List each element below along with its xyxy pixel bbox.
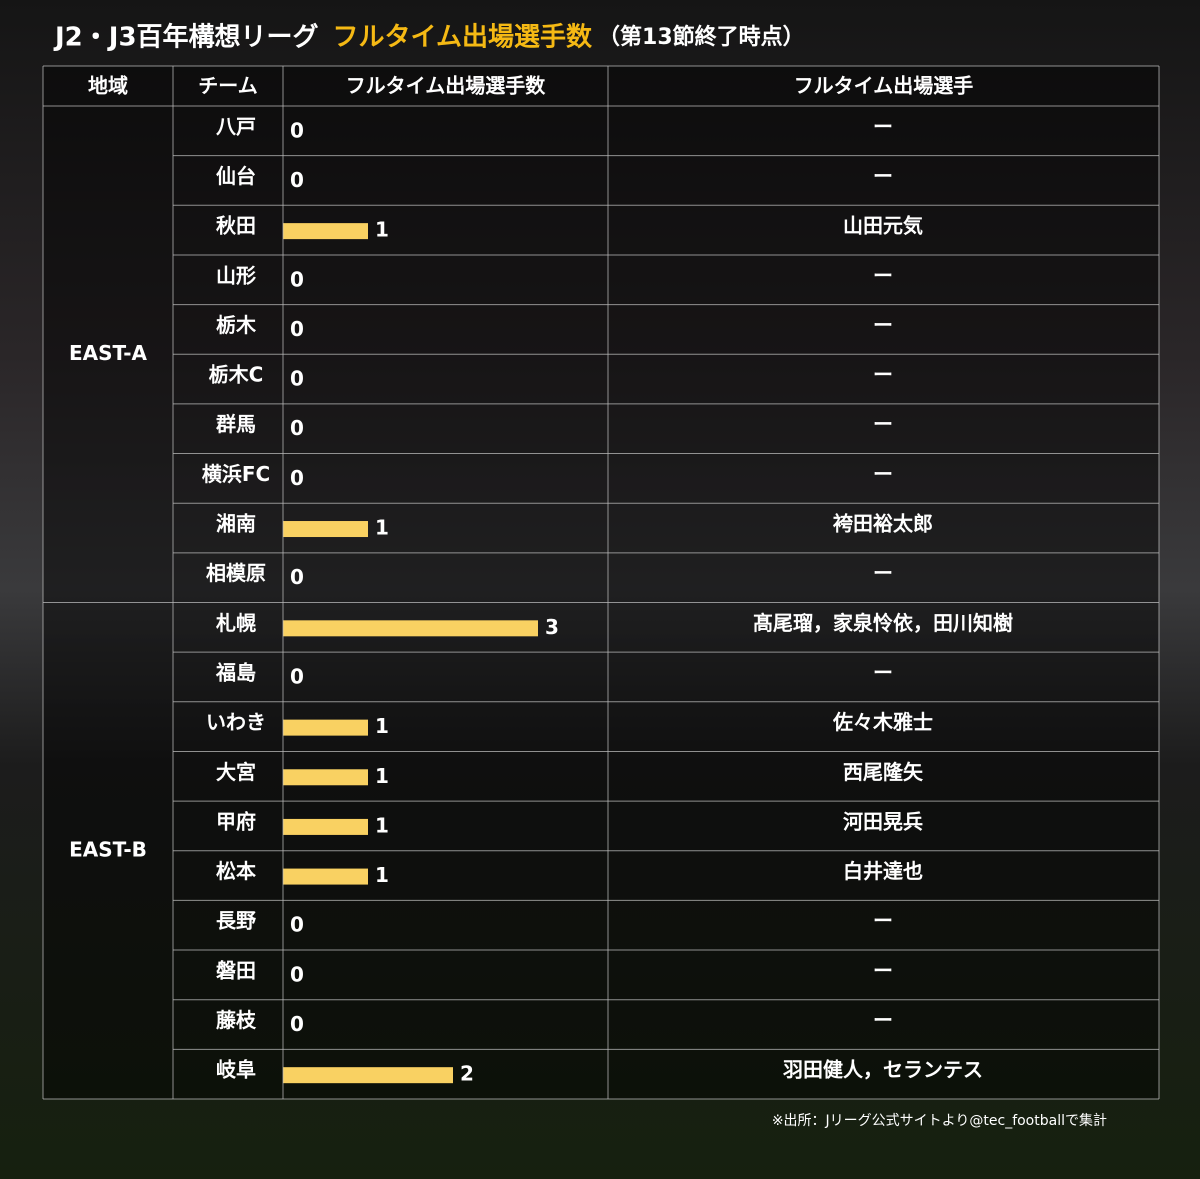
title-highlight: フルタイム出場選手数	[333, 23, 593, 53]
bar	[283, 521, 368, 538]
count-label: 0	[290, 416, 304, 440]
players-cell: ー	[873, 1008, 893, 1032]
team-cell: 八戸	[216, 114, 256, 138]
count-label: 0	[290, 267, 304, 291]
team-cell: 大宮	[216, 760, 256, 784]
bar	[283, 620, 538, 637]
header-cell: フルタイム出場選手数	[346, 74, 547, 98]
count-label: 1	[375, 813, 389, 837]
count-label: 0	[290, 565, 304, 589]
count-label: 0	[290, 367, 304, 391]
region-cell: EAST-A	[69, 341, 148, 365]
footnote: ※出所：Jリーグ公式サイトより@tec_footballで集計	[772, 1112, 1107, 1129]
team-cell: 岐阜	[216, 1058, 256, 1082]
table-backdrop	[43, 66, 1159, 1099]
title-suffix: （第13節終了時点）	[598, 24, 805, 50]
team-cell: 横浜FC	[202, 462, 270, 486]
count-label: 3	[545, 615, 559, 639]
team-cell: 秋田	[216, 214, 256, 238]
team-cell: 相模原	[206, 561, 266, 585]
bar	[283, 223, 368, 240]
count-label: 1	[375, 714, 389, 738]
count-label: 0	[290, 118, 304, 142]
bar	[283, 818, 368, 835]
header-cell: チーム	[198, 74, 257, 98]
players-cell: ー	[873, 114, 893, 138]
players-cell: ー	[873, 412, 893, 436]
team-cell: 群馬	[215, 412, 256, 436]
team-cell: 甲府	[216, 809, 256, 833]
players-cell: ー	[873, 462, 893, 486]
count-label: 0	[290, 913, 304, 937]
players-cell: 山田元気	[843, 214, 923, 238]
players-cell: 西尾隆矢	[843, 760, 924, 784]
players-cell: 羽田健人，セランテス	[783, 1058, 983, 1082]
players-cell: ー	[873, 909, 893, 933]
region-cell: EAST-B	[69, 837, 147, 861]
players-cell: 髙尾瑠，家泉怜依，田川知樹	[753, 611, 1013, 635]
team-cell: 仙台	[216, 164, 256, 188]
bar	[283, 719, 368, 736]
team-cell: 磐田	[216, 958, 256, 982]
count-label: 1	[375, 516, 389, 540]
team-cell: 山形	[216, 263, 256, 287]
header-cell: 地域	[88, 74, 128, 98]
bar	[283, 1067, 453, 1084]
count-label: 0	[290, 962, 304, 986]
players-cell: ー	[873, 958, 893, 982]
players-cell: 佐々木雅士	[832, 710, 933, 734]
count-label: 0	[290, 1012, 304, 1036]
team-cell: 湘南	[216, 512, 256, 536]
count-label: 0	[290, 466, 304, 490]
players-cell: ー	[873, 561, 893, 585]
team-cell: 栃木	[216, 313, 257, 337]
count-label: 0	[290, 664, 304, 688]
count-label: 1	[375, 764, 389, 788]
team-cell: 札幌	[215, 611, 256, 635]
players-cell: ー	[873, 164, 893, 188]
count-label: 0	[290, 317, 304, 341]
count-label: 1	[375, 863, 389, 887]
count-label: 1	[375, 218, 389, 242]
players-cell: 白井達也	[843, 859, 923, 883]
team-cell: 松本	[216, 859, 256, 883]
bar	[283, 769, 368, 786]
team-cell: 藤枝	[215, 1008, 257, 1032]
players-cell: ー	[873, 363, 893, 387]
team-cell: 長野	[216, 909, 256, 933]
players-cell: ー	[873, 313, 893, 337]
players-cell: 袴田裕太郎	[832, 512, 933, 536]
bar	[283, 868, 368, 885]
players-cell: ー	[873, 660, 893, 684]
players-cell: ー	[873, 263, 893, 287]
header-cell: フルタイム出場選手	[794, 74, 974, 98]
team-cell: 栃木C	[209, 363, 264, 387]
count-label: 0	[290, 168, 304, 192]
team-cell: 福島	[215, 660, 256, 684]
count-label: 2	[460, 1062, 474, 1086]
title: J2・J3百年構想リーグ	[53, 22, 319, 53]
team-cell: いわき	[206, 710, 266, 734]
players-cell: 河田晃兵	[843, 809, 923, 833]
